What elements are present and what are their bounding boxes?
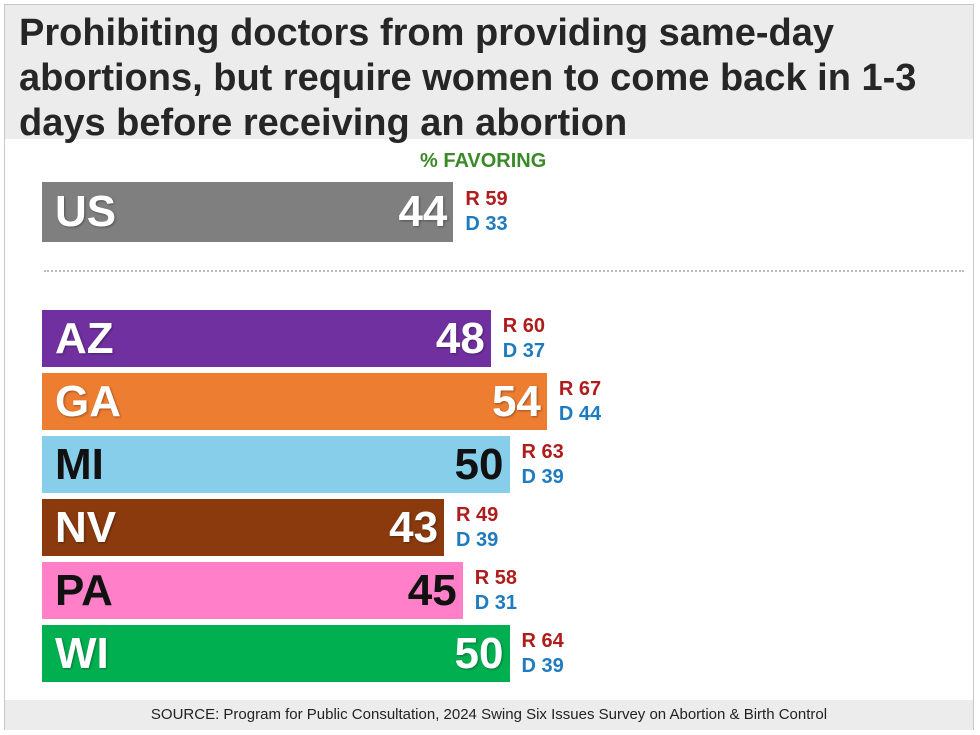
- bar-value: 54: [491, 376, 541, 426]
- bar-nv: NV 43: [42, 499, 445, 556]
- bar-value: 44: [398, 187, 448, 236]
- republican-value: R 64: [521, 629, 564, 652]
- bar-label: PA: [55, 565, 113, 615]
- source-note: SOURCE: Program for Public Consultation,…: [150, 706, 828, 723]
- bar-az: AZ 48: [42, 310, 491, 367]
- us-states-divider: [44, 270, 964, 272]
- democrat-value: D 31: [474, 591, 517, 614]
- republican-value: R 49: [456, 503, 499, 526]
- bar-label: WI: [55, 628, 109, 678]
- bar-value: 45: [407, 565, 457, 615]
- party-breakdown-ga: R 67 D 44: [559, 377, 601, 427]
- party-breakdown-nv: R 49 D 39: [456, 503, 498, 553]
- bar-value: 50: [454, 439, 504, 489]
- bar-pa: PA 45: [42, 562, 463, 619]
- bar-label: US: [55, 187, 117, 236]
- bar-value: 48: [435, 313, 485, 363]
- bar-label: GA: [55, 376, 121, 426]
- democrat-value: D 39: [456, 528, 499, 551]
- democrat-value: D 44: [558, 402, 602, 425]
- bar-ga: GA 54: [42, 373, 547, 430]
- party-breakdown-pa: R 58 D 31: [475, 566, 517, 616]
- bar-label: AZ: [55, 313, 114, 363]
- democrat-value: D 37: [502, 339, 546, 362]
- bar-wi: WI 50: [42, 625, 510, 682]
- democrat-value: D 33: [465, 213, 508, 235]
- democrat-value: D 39: [521, 465, 564, 488]
- title-banner: Prohibiting doctors from providing same-…: [5, 5, 973, 144]
- republican-value: R 58: [474, 566, 517, 589]
- party-breakdown-mi: R 63 D 39: [522, 440, 564, 490]
- democrat-value: D 39: [521, 654, 564, 677]
- bar-value: 43: [389, 502, 439, 552]
- party-breakdown-az: R 60 D 37: [503, 314, 545, 364]
- favoring-subheading: % FAVORING: [420, 150, 547, 172]
- republican-value: R 60: [502, 314, 546, 337]
- chart-title: Prohibiting doctors from providing same-…: [19, 12, 917, 144]
- bar-label: NV: [55, 502, 117, 552]
- party-breakdown-us: R 59 D 33: [465, 187, 507, 237]
- party-breakdown-wi: R 64 D 39: [522, 629, 564, 679]
- bar-mi: MI 50: [42, 436, 510, 493]
- source-banner: SOURCE: Program for Public Consultation,…: [5, 700, 973, 730]
- bar-label: MI: [55, 439, 104, 489]
- republican-value: R 59: [465, 188, 508, 210]
- bar-value: 50: [454, 628, 504, 678]
- bar-us: US 44: [42, 182, 454, 242]
- republican-value: R 67: [558, 377, 602, 400]
- republican-value: R 63: [521, 440, 564, 463]
